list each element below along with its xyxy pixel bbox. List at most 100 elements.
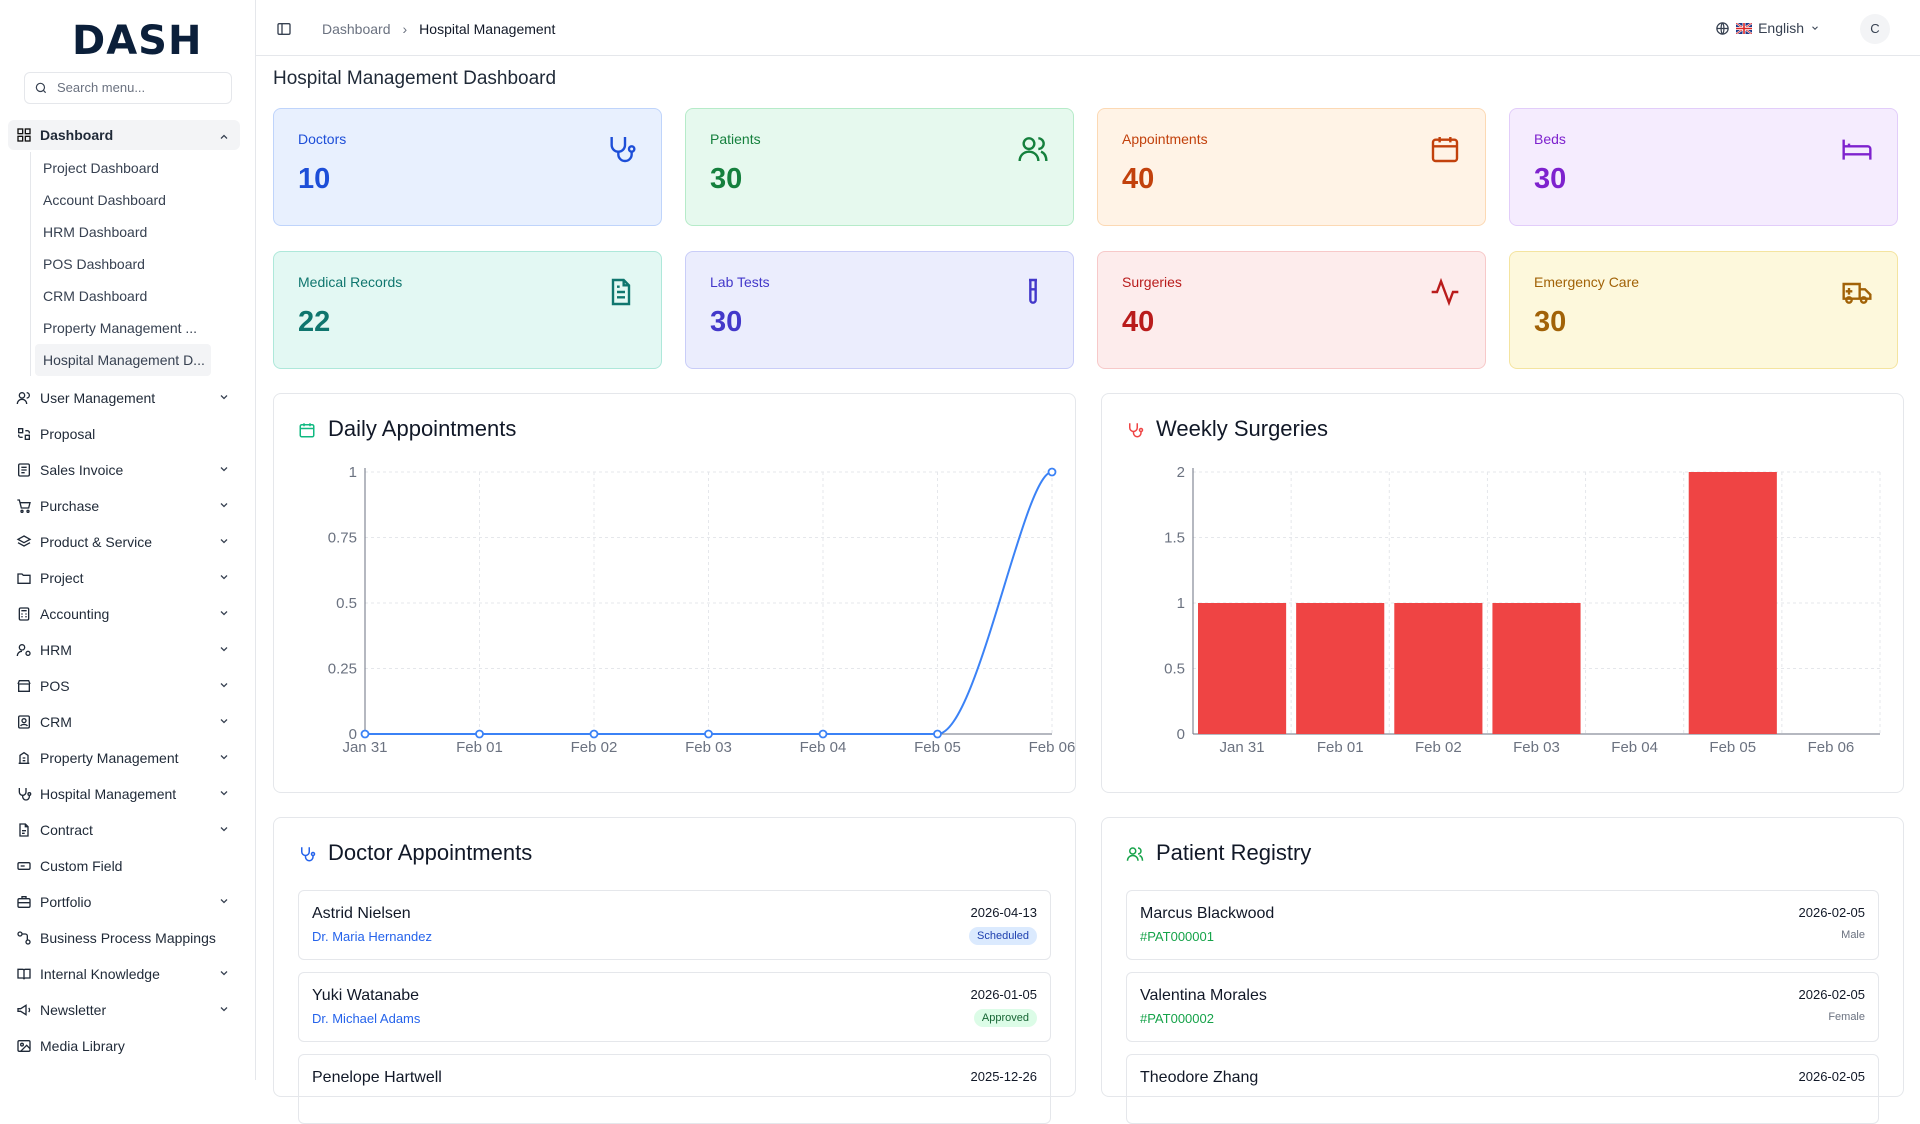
data-point[interactable]: [589, 729, 599, 739]
search-input[interactable]: Search menu...: [24, 72, 232, 104]
sidebar-item-label: Sales Invoice: [40, 462, 124, 478]
sidebar-item-dashboard[interactable]: Dashboard: [8, 120, 240, 150]
image-icon: [17, 1040, 31, 1052]
sidebar-item-newsletter[interactable]: Newsletter: [8, 992, 240, 1028]
sidebar-item-custom-field[interactable]: Custom Field: [8, 848, 240, 884]
patient-name: Theodore Zhang: [1140, 1069, 1259, 1086]
sidebar-item-purchase[interactable]: Purchase: [8, 488, 240, 524]
calendar-icon: [299, 423, 315, 438]
y-tick-label: 0.5: [336, 595, 357, 612]
sidebar-subitem[interactable]: HRM Dashboard: [43, 224, 148, 240]
chevron-down-icon: [220, 503, 228, 508]
list-item[interactable]: Theodore Zhang 2026-02-05: [1126, 1054, 1879, 1124]
sidebar-item-contract[interactable]: Contract: [8, 812, 240, 848]
data-point[interactable]: [818, 729, 828, 739]
x-tick-label: Jan 31: [342, 739, 387, 756]
stat-card-lab-tests[interactable]: Lab Tests 30: [685, 251, 1074, 369]
stat-label: Lab Tests: [710, 274, 770, 290]
patient-id: #PAT000001: [1140, 929, 1214, 944]
patient-gender: Female: [1828, 1011, 1865, 1023]
sidebar-item-hospital-management[interactable]: Hospital Management: [8, 776, 240, 812]
contract-icon: [19, 823, 29, 837]
chevron-down-icon: [220, 971, 228, 976]
chevron-down-icon: [220, 647, 228, 652]
uk-flag-icon: [1736, 22, 1753, 34]
sidebar-item-property-management[interactable]: Property Management: [8, 740, 240, 776]
list-item[interactable]: Marcus Blackwood #PAT000001 2026-02-05 Male: [1126, 890, 1879, 960]
list-item[interactable]: Valentina Morales #PAT000002 2026-02-05 Fem…: [1126, 972, 1879, 1042]
sidebar-toggle-icon[interactable]: [276, 21, 292, 37]
bar[interactable]: [1296, 603, 1385, 734]
bar[interactable]: [1492, 603, 1581, 734]
sidebar-item-label: Business Process Mappings: [40, 930, 216, 946]
stat-value: 30: [1534, 163, 1567, 195]
doctor-name[interactable]: Dr. Michael Adams: [312, 1011, 421, 1026]
language-selector[interactable]: English: [1715, 20, 1820, 36]
sidebar-subitem[interactable]: CRM Dashboard: [43, 288, 148, 304]
sidebar-item-label: HRM: [40, 642, 72, 658]
folder-icon: [17, 573, 31, 584]
registration-date: 2026-02-05: [1798, 1069, 1866, 1084]
patient-name: Valentina Morales: [1140, 987, 1267, 1004]
data-point[interactable]: [475, 729, 484, 739]
sidebar-item-label: Accounting: [40, 606, 110, 622]
sidebar-item-label: Project: [40, 570, 84, 586]
sidebar-subitem[interactable]: Property Management ...: [43, 320, 198, 336]
stat-card-appointments[interactable]: Appointments 40: [1097, 108, 1486, 226]
sidebar-item-hrm[interactable]: HRM: [8, 632, 240, 668]
sidebar-subitem[interactable]: POS Dashboard: [43, 256, 145, 272]
chevron-down-icon: [220, 719, 228, 724]
bar[interactable]: [1394, 603, 1483, 734]
sidebar-item-internal-knowledge[interactable]: Internal Knowledge: [8, 956, 240, 992]
stat-card-surgeries[interactable]: Surgeries 40: [1097, 251, 1486, 369]
stethoscope-icon: [1129, 423, 1144, 438]
stat-card-medical-records[interactable]: Medical Records 22: [273, 251, 662, 369]
data-point[interactable]: [933, 729, 942, 739]
store-icon: [17, 680, 31, 692]
data-point[interactable]: [704, 729, 713, 739]
x-tick-label: Feb 06: [1808, 739, 1855, 756]
language-label: English: [1758, 20, 1804, 36]
daily-appointments-chart: 0 0.25 0.5 0.75 1 Jan 31 Feb 01 Feb 02 Feb 03 Feb…: [328, 464, 1076, 756]
sidebar-item-sales-invoice[interactable]: Sales Invoice: [8, 452, 240, 488]
avatar[interactable]: C: [1860, 14, 1890, 44]
y-tick-label: 1: [1177, 595, 1185, 612]
list-item[interactable]: Penelope Hartwell 2025-12-26: [298, 1054, 1051, 1124]
sidebar-subitem[interactable]: Hospital Management D...: [35, 344, 211, 376]
sidebar-item-crm[interactable]: CRM: [8, 704, 240, 740]
y-tick-label: 1.5: [1164, 530, 1185, 547]
sidebar-item-user-management[interactable]: User Management: [8, 380, 240, 416]
y-tick-label: 0.75: [328, 530, 357, 547]
x-tick-label: Jan 31: [1220, 739, 1265, 756]
doctor-name[interactable]: Dr. Maria Hernandez: [312, 929, 432, 944]
sidebar-subitem[interactable]: Account Dashboard: [43, 192, 166, 208]
list-item[interactable]: Yuki Watanabe Dr. Michael Adams 2026-01-05…: [298, 972, 1051, 1042]
sidebar-subitem[interactable]: Project Dashboard: [43, 160, 159, 176]
data-point[interactable]: [1047, 467, 1057, 477]
stat-value: 40: [1122, 163, 1155, 195]
stat-card-emergency-care[interactable]: Emergency Care 30: [1509, 251, 1898, 369]
sidebar-item-product-service[interactable]: Product & Service: [8, 524, 240, 560]
stat-card-doctors[interactable]: Doctors 10: [273, 108, 662, 226]
stat-card-patients[interactable]: Patients 30: [685, 108, 1074, 226]
chevron-down-icon: [220, 899, 228, 904]
breadcrumb-dashboard[interactable]: Dashboard: [322, 21, 391, 37]
sidebar-item-media-library[interactable]: Media Library: [8, 1028, 240, 1064]
stat-card-beds[interactable]: Beds 30: [1509, 108, 1898, 226]
users-icon: [1126, 847, 1144, 861]
sidebar-item-project[interactable]: Project: [8, 560, 240, 596]
sidebar-item-portfolio[interactable]: Portfolio: [8, 884, 240, 920]
list-item[interactable]: Astrid Nielsen Dr. Maria Hernandez 2026-04…: [298, 890, 1051, 960]
globe-icon: [1716, 21, 1729, 35]
bar[interactable]: [1198, 603, 1287, 734]
app-logo: DASH: [72, 18, 203, 64]
sidebar-item-accounting[interactable]: Accounting: [8, 596, 240, 632]
sidebar-item-proposal[interactable]: Proposal: [8, 416, 240, 452]
data-point[interactable]: [360, 729, 370, 739]
contact-icon: [18, 715, 30, 729]
x-tick-label: Feb 02: [1415, 739, 1462, 756]
stethoscope-icon: [18, 788, 32, 801]
sidebar-item-business-process-mappings[interactable]: Business Process Mappings: [8, 920, 240, 956]
bar[interactable]: [1688, 472, 1777, 734]
sidebar-item-pos[interactable]: POS: [8, 668, 240, 704]
